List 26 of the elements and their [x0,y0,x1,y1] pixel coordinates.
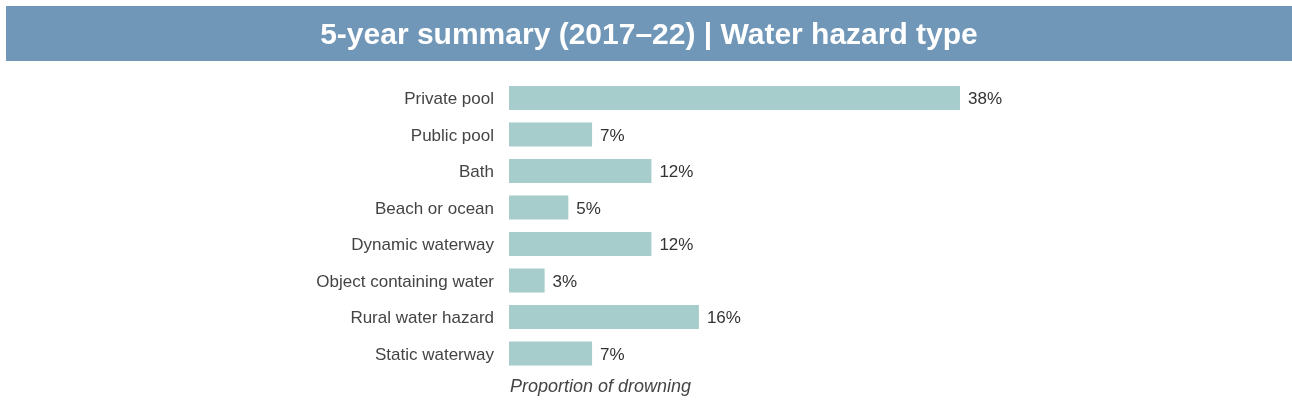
y-tick-label: Object containing water [316,271,495,291]
bar [509,341,593,366]
y-tick-label: Rural water hazard [350,308,494,328]
data-label: 3% [552,271,578,291]
bar [509,195,569,220]
y-tick-label: Public pool [410,125,494,145]
y-tick-label: Beach or ocean [374,198,494,218]
data-label: 12% [659,162,694,182]
data-label: 38% [968,89,1003,109]
y-tick-label: Bath [459,162,494,182]
y-tick-label: Dynamic waterway [351,235,495,255]
chart-title: 5-year summary (2017–22) | Water hazard type [320,16,978,51]
bar [509,159,652,183]
data-label: 12% [659,235,694,255]
x-axis-title: Proportion of drowning [510,376,692,397]
y-tick-label: Static waterway [374,344,495,364]
bar [509,232,652,256]
y-tick-label: Private pool [404,89,494,109]
data-label: 7% [600,344,625,364]
data-label: 5% [576,198,601,218]
data-label: 16% [706,308,741,328]
bar [509,305,699,329]
bar [509,86,960,110]
data-label: 7% [600,125,625,145]
bar [509,268,545,293]
bar [509,122,593,147]
